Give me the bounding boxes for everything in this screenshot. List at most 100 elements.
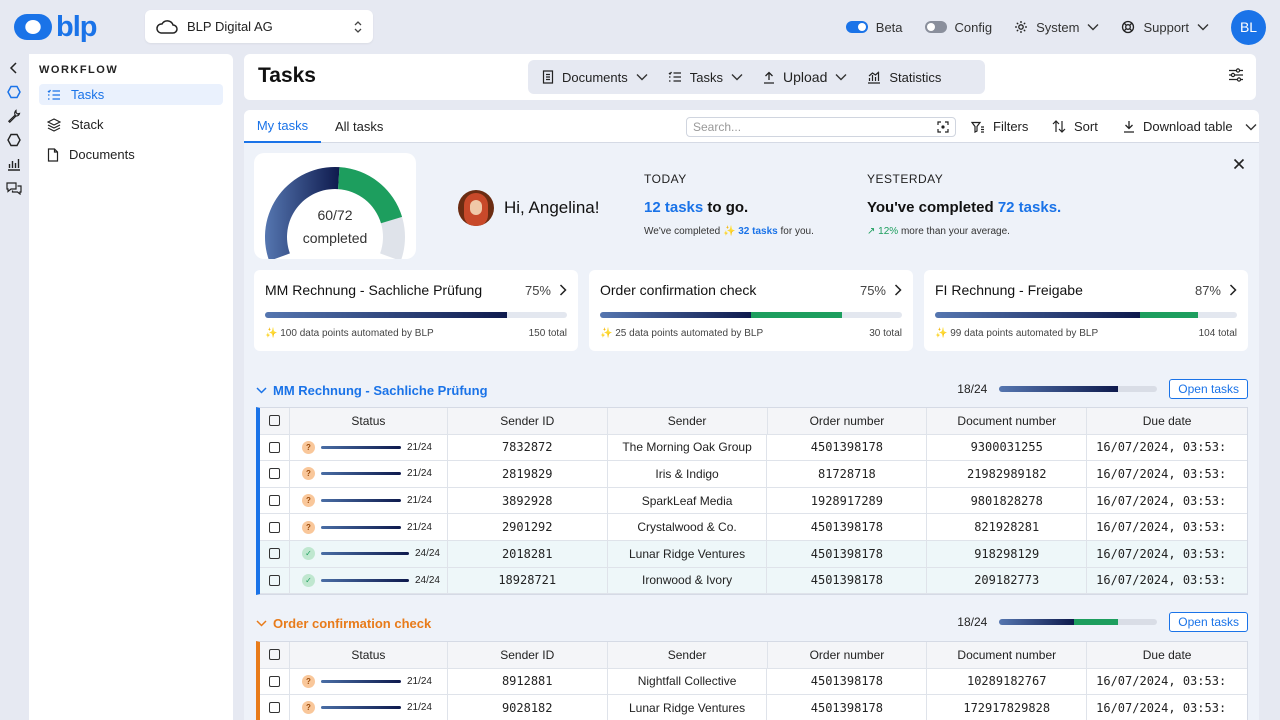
support-menu[interactable]: Support bbox=[1121, 20, 1209, 35]
status-progress-bar bbox=[320, 525, 401, 529]
column-header[interactable]: Sender ID bbox=[448, 642, 608, 668]
organization-select[interactable]: BLP Digital AG bbox=[145, 10, 373, 43]
collapse-chevron-icon[interactable] bbox=[5, 60, 23, 76]
sidebar-item-stack[interactable]: Stack bbox=[39, 114, 223, 135]
scan-icon[interactable] bbox=[937, 121, 949, 133]
workflow-automated: ✨ 25 data points automated by BLP bbox=[600, 328, 763, 339]
row-select-cell bbox=[260, 434, 290, 461]
chevron-right-icon[interactable] bbox=[1229, 284, 1237, 296]
today-sub-count: 32 tasks bbox=[738, 226, 778, 237]
row-checkbox[interactable] bbox=[268, 702, 280, 714]
sidebar-item-tasks[interactable]: Tasks bbox=[39, 84, 223, 105]
column-header[interactable]: Sender bbox=[608, 408, 768, 434]
question-status-icon: ? bbox=[301, 674, 315, 688]
greeting: Hi, Angelina! bbox=[458, 190, 599, 226]
sidebar-item-documents[interactable]: Documents bbox=[39, 144, 223, 165]
tab-all-tasks[interactable]: All tasks bbox=[335, 119, 384, 134]
row-checkbox[interactable] bbox=[268, 521, 280, 533]
workflow-card[interactable]: FI Rechnung - Freigabe 87% ✨ 99 data poi… bbox=[924, 270, 1248, 351]
row-checkbox[interactable] bbox=[268, 675, 280, 687]
gauge-done-arc bbox=[265, 167, 340, 261]
today-suffix: to go. bbox=[707, 199, 749, 216]
column-header[interactable]: Document number bbox=[927, 642, 1088, 668]
yesterday-headline: You've completed 72 tasks. bbox=[867, 199, 1061, 216]
row-checkbox[interactable] bbox=[268, 468, 280, 480]
select-all-checkbox[interactable] bbox=[268, 649, 280, 661]
chart-icon bbox=[868, 70, 881, 84]
workflow-progress-bar bbox=[600, 312, 902, 318]
sender-cell: SparkLeaf Media bbox=[608, 487, 768, 514]
user-avatar[interactable]: BL bbox=[1231, 9, 1266, 45]
config-toggle[interactable]: Config bbox=[924, 20, 992, 35]
row-checkbox[interactable] bbox=[268, 441, 280, 453]
beta-toggle[interactable]: Beta bbox=[845, 20, 903, 35]
column-header[interactable]: Sender bbox=[608, 642, 768, 668]
due-date-cell: 16/07/2024, 03:53: bbox=[1096, 546, 1227, 561]
table-row[interactable]: ✓ 24/24 2018281 Lunar Ridge Ventures 450… bbox=[260, 540, 1247, 568]
select-all-checkbox[interactable] bbox=[268, 415, 280, 427]
workflow-card[interactable]: MM Rechnung - Sachliche Prüfung 75% ✨ 10… bbox=[254, 270, 578, 351]
chat-icon[interactable] bbox=[5, 180, 23, 196]
group-title[interactable]: MM Rechnung - Sachliche Prüfung bbox=[256, 383, 488, 398]
row-checkbox[interactable] bbox=[268, 495, 280, 507]
column-header[interactable]: Document number bbox=[927, 408, 1088, 434]
wrench-icon[interactable] bbox=[5, 108, 23, 124]
progress-dark-segment bbox=[935, 312, 1141, 318]
column-header[interactable]: Status bbox=[290, 642, 448, 668]
table-row[interactable]: ? 21/24 3892928 SparkLeaf Media 19289172… bbox=[260, 487, 1247, 515]
table-row[interactable]: ? 21/24 2819829 Iris & Indigo 81728718 2… bbox=[260, 461, 1247, 488]
hexagon-icon[interactable] bbox=[5, 132, 23, 148]
workflow-card[interactable]: Order confirmation check 75% ✨ 25 data p… bbox=[589, 270, 913, 351]
table-row[interactable]: ? 21/24 7832872 The Morning Oak Group 45… bbox=[260, 434, 1247, 462]
column-header[interactable]: Order number bbox=[768, 408, 928, 434]
column-header[interactable]: Status bbox=[290, 408, 448, 434]
order-number-cell: 81728718 bbox=[767, 461, 928, 487]
close-summary-button[interactable] bbox=[1233, 158, 1245, 173]
document-number-cell: 10289182767 bbox=[927, 668, 1088, 695]
open-tasks-button[interactable]: Open tasks bbox=[1169, 612, 1248, 632]
table-row[interactable]: ? 21/24 8912881 Nightfall Collective 450… bbox=[260, 668, 1247, 696]
chevron-down-icon bbox=[256, 619, 267, 627]
status-cell: ✓ 24/24 bbox=[290, 540, 448, 567]
row-checkbox[interactable] bbox=[268, 574, 280, 586]
column-header[interactable]: Due date bbox=[1142, 413, 1192, 428]
beta-toggle-switch[interactable] bbox=[845, 21, 868, 33]
sort-icon bbox=[1052, 120, 1066, 133]
column-header[interactable]: Sender ID bbox=[448, 408, 608, 434]
today-label: TODAY bbox=[644, 172, 687, 186]
brand-logo[interactable]: blp bbox=[14, 12, 97, 42]
gauge-value: 60/72 bbox=[317, 207, 353, 223]
nav-statistics[interactable]: Statistics bbox=[867, 70, 941, 85]
search-input[interactable]: Search... bbox=[686, 117, 956, 137]
due-date-cell: 16/07/2024, 03:53: bbox=[1096, 466, 1227, 481]
row-checkbox[interactable] bbox=[268, 548, 280, 560]
system-menu[interactable]: System bbox=[1014, 20, 1099, 35]
config-toggle-switch[interactable] bbox=[924, 21, 947, 33]
table-row[interactable]: ? 21/24 2901292 Crystalwood & Co. 450139… bbox=[260, 514, 1247, 541]
nav-upload[interactable]: Upload bbox=[763, 69, 847, 85]
view-settings-button[interactable] bbox=[1228, 68, 1244, 85]
analytics-icon[interactable] bbox=[5, 156, 23, 172]
table-row[interactable]: ? 21/24 9028182 Lunar Ridge Ventures 450… bbox=[260, 695, 1247, 720]
nav-documents[interactable]: Documents bbox=[542, 70, 648, 85]
sort-button[interactable]: Sort bbox=[1052, 110, 1098, 143]
status-progress-bar bbox=[320, 578, 409, 582]
workflow-title: FI Rechnung - Freigabe bbox=[935, 282, 1083, 298]
check-status-icon: ✓ bbox=[301, 547, 315, 561]
workflow-hexagon-icon[interactable] bbox=[5, 84, 23, 100]
tab-my-tasks[interactable]: My tasks bbox=[244, 110, 321, 143]
group-title[interactable]: Order confirmation check bbox=[256, 616, 431, 631]
chevron-right-icon[interactable] bbox=[894, 284, 902, 296]
today-stats: TODAY 12 tasks to go. We've completed ✨ … bbox=[644, 172, 814, 237]
table-row[interactable]: ✓ 24/24 18928721 Ironwood & Ivory 450139… bbox=[260, 567, 1247, 595]
chevron-right-icon[interactable] bbox=[559, 284, 567, 296]
download-table-button[interactable]: Download table bbox=[1123, 110, 1257, 143]
close-icon bbox=[1233, 158, 1245, 170]
nav-tasks[interactable]: Tasks bbox=[668, 70, 743, 85]
column-header[interactable]: Due date bbox=[1142, 647, 1192, 662]
open-tasks-button[interactable]: Open tasks bbox=[1169, 379, 1248, 399]
workflow-percent-value: 87% bbox=[1194, 282, 1221, 298]
column-header[interactable]: Order number bbox=[768, 642, 928, 668]
row-select-cell bbox=[260, 567, 290, 594]
filters-button[interactable]: Filters bbox=[971, 110, 1028, 143]
